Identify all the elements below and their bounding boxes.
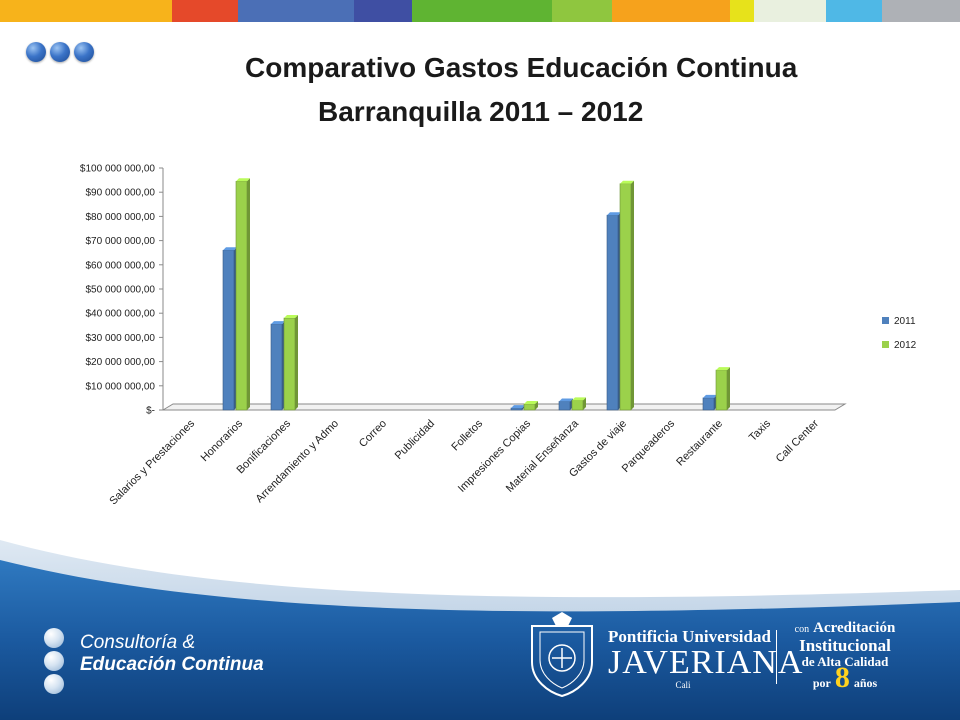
bar-2012 [571,400,584,411]
legend-swatch [882,341,889,348]
title-line-2: Barranquilla 2011 – 2012 [318,96,644,127]
brand-dots [44,628,64,697]
accr-alta-calidad: de Alta Calidad [801,654,889,669]
footer-divider [776,630,777,684]
bar-2012 [283,317,296,411]
x-tick-label: Folletos [449,417,485,453]
bar-2012 [523,403,536,411]
bar-side-2012 [247,178,250,410]
stripe-segment [552,0,612,22]
bar-2012 [715,369,728,411]
y-tick-label: $- [146,406,155,417]
dot-icon [50,42,70,62]
x-tick-label: Call Center [774,417,822,465]
x-tick-label: Correo [357,418,389,450]
dot-icon [74,42,94,62]
footer-band [0,530,960,720]
bar-2011 [702,397,715,411]
y-tick-label: $70 000 000,00 [85,236,155,247]
y-tick-label: $40 000 000,00 [85,309,155,320]
accr-institucional: Institucional [799,636,891,655]
top-color-stripe [0,0,960,22]
dot-icon [44,628,64,648]
accr-acreditacion: Acreditación [813,620,896,636]
stripe-segment [238,0,354,22]
bar-side-2012 [583,397,586,410]
stripe-segment [172,0,238,22]
bar-top-2012 [572,397,586,401]
stripe-segment [826,0,882,22]
y-tick-label: $10 000 000,00 [85,381,155,392]
bar-chart: $100 000 000,00 $90 000 000,00 $80 000 000… [80,164,917,508]
brand-line-2: Educación Continua [80,654,264,675]
stripe-segment [354,0,412,22]
university-name: Pontificia Universidad JAVERIANA Cali [608,627,804,691]
y-tick-label: $20 000 000,00 [85,357,155,368]
x-tick-label: Publicidad [393,418,437,462]
accr-anos: años [853,676,878,690]
bar-top-2012 [620,180,634,184]
bar-2012 [619,183,632,411]
x-tick-label: Honorarios [199,417,246,464]
x-tick-label: Restaurante [674,418,725,469]
bar-top-2012 [236,178,250,182]
dot-icon [26,42,46,62]
legend-label: 2012 [894,340,917,351]
bar-top-2012 [524,400,538,404]
bar-top-2011 [607,212,621,216]
bar-side-2012 [631,180,634,410]
bar-top-2011 [223,247,237,251]
accr-por: por [812,676,831,690]
stripe-segment [882,0,960,22]
bar-2011 [510,407,523,411]
stripe-segment [754,0,826,22]
bar-2011 [606,214,619,411]
bar-top-2012 [716,367,730,371]
univ-line-1: Pontificia Universidad [608,627,771,646]
legend-swatch [882,317,889,324]
decorative-dots [26,42,94,62]
y-tick-label: $100 000 000,00 [80,164,156,175]
stripe-segment [612,0,730,22]
x-tick-label: Salarios y Prestaciones [107,417,197,507]
brand-logo-text: Consultoría & Educación Continua [80,632,264,676]
footer-wave [0,540,960,720]
bar-side-2012 [727,367,730,410]
y-tick-label: $60 000 000,00 [85,260,155,271]
bar-top-2011 [511,405,525,409]
univ-line-3: Cali [675,680,691,690]
bar-top-2012 [284,315,298,319]
x-tick-label: Arrendamiento y Admo [254,418,342,506]
dot-icon [44,651,64,671]
accreditation-badge: con Acreditación Institucional de Alta C… [790,620,900,694]
title-line-1: Comparativo Gastos Educación Continua [245,52,798,83]
legend-label: 2011 [894,316,916,327]
bar-side-2012 [535,400,538,410]
bar-top-2011 [559,398,573,402]
accr-con: con [794,624,810,635]
bar-top-2011 [703,394,717,398]
brand-line-1: Consultoría & [80,632,196,653]
univ-line-2: JAVERIANA [608,644,804,681]
accr-eight: 8 [834,661,850,694]
y-tick-label: $30 000 000,00 [85,333,155,344]
chart-floor [161,403,847,411]
dot-icon [44,674,64,694]
stripe-segment [0,0,172,22]
y-tick-label: $90 000 000,00 [85,188,155,199]
x-tick-label: Taxis [747,417,774,444]
bar-side-2012 [295,315,298,410]
bar-2011 [222,249,235,411]
bar-2011 [270,323,283,411]
y-tick-label: $50 000 000,00 [85,285,155,296]
stripe-segment [730,0,754,22]
university-crest-icon [531,612,593,698]
y-tick-label: $80 000 000,00 [85,212,155,223]
stripe-segment [412,0,552,22]
bar-top-2011 [271,321,285,325]
bar-2011 [558,401,571,411]
bar-2012 [235,181,248,411]
